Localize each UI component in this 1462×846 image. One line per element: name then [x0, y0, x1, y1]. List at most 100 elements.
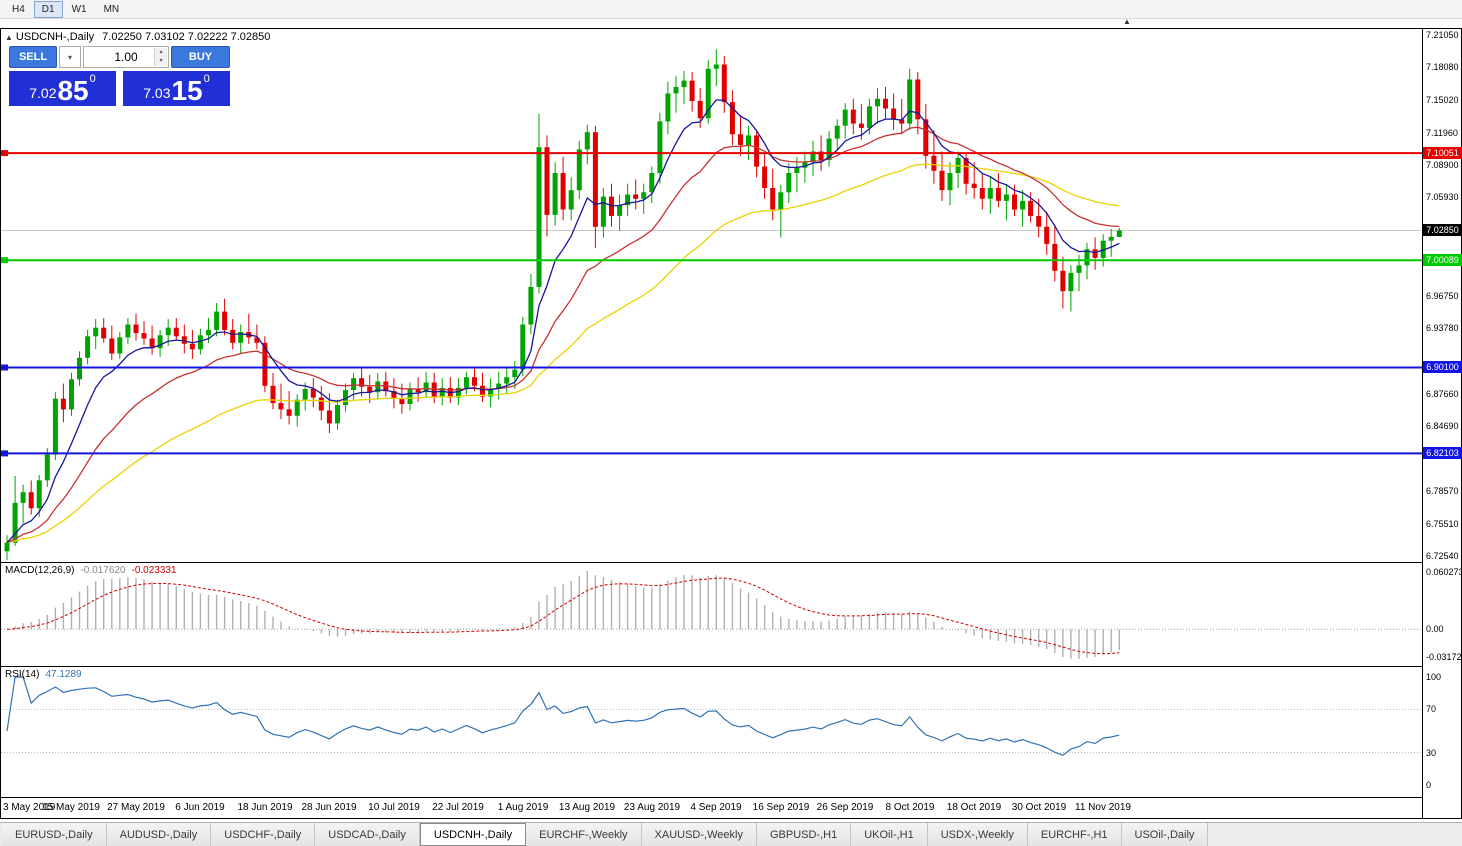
timeframe-button-h4[interactable]: H4	[4, 1, 33, 18]
volume-input[interactable]: 1.00 ▴ ▾	[83, 46, 169, 68]
rsi-chart-svg[interactable]	[1, 667, 1422, 797]
date-label: 1 Aug 2019	[497, 802, 549, 813]
volume-value: 1.00	[114, 50, 138, 64]
price-tick: 6.96750	[1426, 291, 1459, 301]
rsi-indicator-panel[interactable]: RSI(14) 47.1289	[1, 666, 1422, 797]
date-label: 18 Oct 2019	[946, 802, 1002, 813]
date-label: 3 May 2019	[3, 802, 56, 813]
price-tick: 6.87660	[1426, 389, 1459, 399]
bid-price-point: 0	[89, 73, 96, 85]
chart-shift-marker-icon: ▲	[1123, 17, 1131, 26]
chart-tab-eurchf-weekly[interactable]: EURCHF-,Weekly	[526, 823, 642, 846]
date-label: 6 Jun 2019	[175, 802, 225, 813]
one-click-trade-panel: SELL ▾ 1.00 ▴ ▾ BUY 7.02 85 0 7.03 15 0	[9, 46, 230, 106]
date-label: 18 Jun 2019	[237, 802, 293, 813]
chart-tab-usdcad-daily[interactable]: USDCAD-,Daily	[315, 823, 420, 846]
timeframe-button-d1[interactable]: D1	[33, 0, 63, 18]
ohlc-values: 7.02250 7.03102 7.02222 7.02850	[102, 31, 271, 43]
chart-tab-audusd-daily[interactable]: AUDUSD-,Daily	[106, 823, 212, 846]
price-tick: 6.72540	[1426, 551, 1459, 561]
bid-price-pips: 85	[57, 75, 89, 106]
buy-button[interactable]: BUY	[171, 46, 230, 68]
chart-frame: ▲ USDCNH-,Daily 7.02250 7.03102 7.02222 7.…	[0, 28, 1462, 819]
ask-price-prefix: 7.03	[143, 85, 171, 101]
rsi-axis-tick: 70	[1426, 704, 1437, 714]
ask-price-box[interactable]: 7.03 15 0	[123, 71, 230, 106]
chart-tab-eurchf-h1[interactable]: EURCHF-,H1	[1027, 823, 1122, 846]
date-label: 10 Jul 2019	[368, 802, 420, 813]
date-label: 4 Sep 2019	[690, 802, 742, 813]
volume-spinner[interactable]: ▴ ▾	[154, 48, 167, 66]
price-tick: 7.21050	[1426, 30, 1459, 40]
sell-button[interactable]: SELL	[9, 46, 57, 68]
date-label: 30 Oct 2019	[1011, 802, 1067, 813]
ask-price-point: 0	[203, 73, 210, 85]
timeframe-button-w1[interactable]: W1	[64, 1, 95, 18]
date-label: 28 Jun 2019	[301, 802, 357, 813]
chart-tab-xauusd-weekly[interactable]: XAUUSD-,Weekly	[641, 823, 757, 846]
rsi-name: RSI(14)	[5, 669, 40, 680]
price-tick: 6.78570	[1426, 486, 1459, 496]
order-type-dropdown[interactable]: ▾	[59, 46, 81, 68]
price-tick: 6.84690	[1426, 421, 1459, 431]
collapse-panel-icon[interactable]: ▲	[5, 33, 13, 42]
chart-tab-usdcnh-daily[interactable]: USDCNH-,Daily	[419, 823, 527, 846]
chart-tab-usdchf-daily[interactable]: USDCHF-,Daily	[211, 823, 316, 846]
date-label: 16 Sep 2019	[752, 802, 810, 813]
chart-tab-ukoil-h1[interactable]: UKOil-,H1	[851, 823, 928, 846]
hline-price-label: 6.90100	[1423, 361, 1462, 373]
rsi-axis-tick: 30	[1426, 748, 1437, 758]
price-tick: 7.05930	[1426, 192, 1459, 202]
hline-price-label: 7.00089	[1423, 254, 1462, 266]
price-tick: 7.15020	[1426, 95, 1459, 105]
chart-tab-gbpusd-h1[interactable]: GBPUSD-,H1	[756, 823, 852, 846]
chart-tab-bar: EURUSD-,Daily AUDUSD-,Daily USDCHF-,Daily U…	[0, 822, 1462, 846]
bid-price-box[interactable]: 7.02 85 0	[9, 71, 116, 106]
candlestick-chart-svg[interactable]	[1, 29, 1422, 562]
chevron-down-icon: ▾	[67, 52, 72, 62]
price-tick: 6.93780	[1426, 323, 1459, 333]
date-label: 13 Aug 2019	[558, 802, 616, 813]
price-tick: 7.11960	[1426, 128, 1458, 138]
date-label: 15 May 2019	[42, 802, 100, 813]
price-tick: 7.08900	[1426, 160, 1459, 170]
price-axis[interactable]: 7.21050 7.18080 7.15020 7.11960 7.08900 7.059…	[1422, 29, 1462, 818]
rsi-axis-tick: 100	[1426, 672, 1442, 682]
macd-axis-zero: 0.00	[1426, 624, 1444, 634]
rsi-axis-tick: 0	[1426, 780, 1432, 790]
macd-label: MACD(12,26,9) -0.017620 -0.023331	[5, 565, 177, 576]
date-label: 23 Aug 2019	[623, 802, 681, 813]
date-label: 8 Oct 2019	[885, 802, 935, 813]
price-tick: 6.75510	[1426, 519, 1459, 529]
chart-tab-usoil-daily[interactable]: USOil-,Daily	[1121, 823, 1209, 846]
macd-axis-max: 0.060273	[1426, 567, 1462, 577]
chart-tab-eurusd-daily[interactable]: EURUSD-,Daily	[2, 823, 107, 846]
date-label: 22 Jul 2019	[432, 802, 484, 813]
main-price-chart[interactable]: ▲ USDCNH-,Daily 7.02250 7.03102 7.02222 7.…	[1, 29, 1422, 562]
timeframe-button-mn[interactable]: MN	[96, 1, 128, 18]
rsi-label: RSI(14) 47.1289	[5, 669, 82, 680]
chart-title: ▲ USDCNH-,Daily 7.02250 7.03102 7.02222 7.…	[5, 31, 270, 43]
date-label: 26 Sep 2019	[816, 802, 874, 813]
date-label: 27 May 2019	[107, 802, 165, 813]
price-tick: 7.18080	[1426, 62, 1459, 72]
hline-price-label: 6.82103	[1423, 447, 1462, 459]
macd-chart-svg[interactable]	[1, 563, 1422, 666]
date-label: 11 Nov 2019	[1075, 802, 1131, 813]
chevron-down-icon[interactable]: ▾	[155, 57, 167, 66]
timeframe-toolbar: H4 D1 W1 MN	[0, 0, 1462, 19]
symbol-period-label: USDCNH-,Daily	[15, 31, 95, 43]
chevron-up-icon[interactable]: ▴	[155, 48, 167, 57]
rsi-value: 47.1289	[45, 669, 82, 680]
macd-indicator-panel[interactable]: MACD(12,26,9) -0.017620 -0.023331	[1, 562, 1422, 666]
date-axis[interactable]: 3 May 2019 15 May 2019 27 May 2019 6 Jun 20…	[1, 797, 1422, 818]
macd-name: MACD(12,26,9)	[5, 565, 75, 576]
hline-price-label: 7.10051	[1423, 147, 1462, 159]
macd-value: -0.017620	[80, 565, 126, 576]
chart-tab-usdx-weekly[interactable]: USDX-,Weekly	[927, 823, 1028, 846]
macd-axis-min: -0.031725	[1426, 652, 1462, 662]
macd-signal-value: -0.023331	[131, 565, 177, 576]
bid-price-prefix: 7.02	[29, 85, 57, 101]
current-price-label: 7.02850	[1423, 224, 1462, 236]
ask-price-pips: 15	[171, 75, 203, 106]
